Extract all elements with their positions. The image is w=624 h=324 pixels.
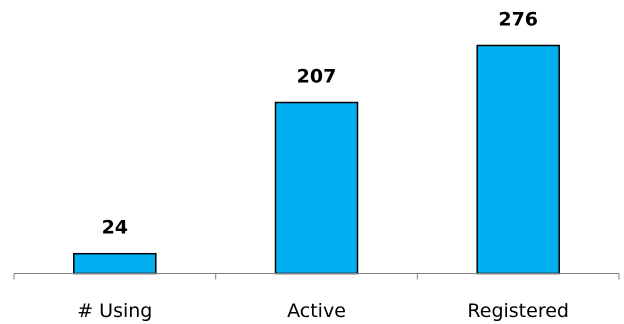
x-tick-label-registered: Registered — [467, 300, 569, 322]
bar-using — [73, 252, 157, 275]
bar-registered — [476, 44, 560, 275]
value-labels-group: 24 207 276 — [102, 9, 538, 239]
data-label-active: 207 — [297, 66, 337, 88]
tick-marks-group — [13, 273, 620, 280]
data-label-registered: 276 — [498, 9, 538, 31]
tick-labels-group: # Using Active Registered — [77, 300, 569, 322]
x-tick-label-using: # Using — [77, 300, 152, 322]
x-tick-label-active: Active — [287, 300, 346, 322]
bar-active — [274, 101, 359, 275]
data-label-using: 24 — [102, 217, 128, 239]
bars-group — [73, 44, 560, 275]
